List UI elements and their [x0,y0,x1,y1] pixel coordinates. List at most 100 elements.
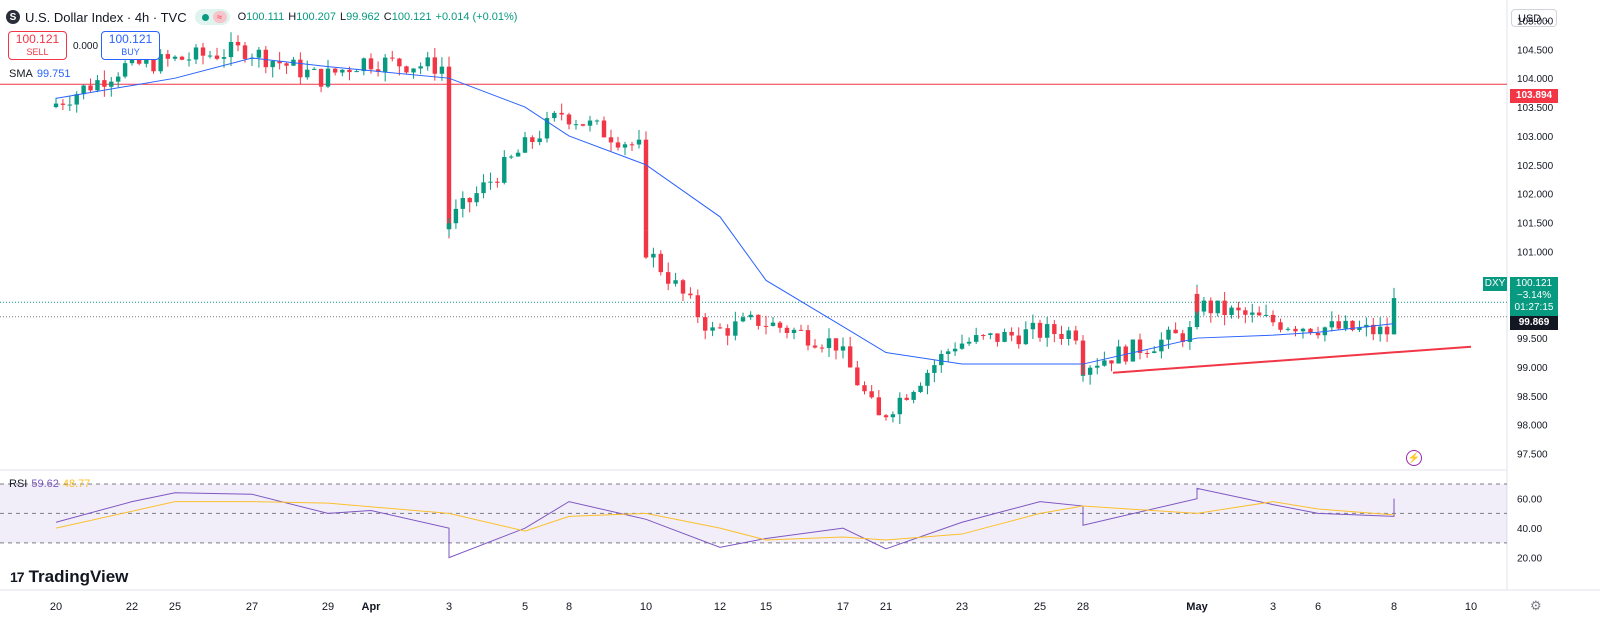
candle-body [643,230,649,258]
symbol-logo-icon[interactable]: S [6,10,20,24]
candle-body [1350,320,1355,331]
candle-body [1315,333,1321,336]
candle-body [608,137,614,143]
currency-select[interactable]: USD ⌄ [1511,9,1557,27]
candle-body [1144,352,1150,354]
candle-body [1180,333,1185,342]
candle-body [904,397,909,400]
candle-body [102,80,107,87]
hline-price-tag[interactable]: 103.894 [1510,89,1558,103]
candle-body [1243,310,1248,315]
crosshair-price-tag: 99.869 [1510,316,1558,330]
candle-body [1250,312,1255,315]
trendline [1112,345,1472,374]
buy-button[interactable]: 100.121 BUY [101,31,160,60]
candle-body [474,193,479,203]
lightning-icon[interactable]: ⚡ [1406,450,1422,466]
candle-body [432,57,438,74]
economic-events-icon[interactable]: ≈ [212,11,227,23]
candle-body [60,103,66,105]
candle-body [1116,346,1121,364]
candle-body [748,314,753,318]
candle-body [1384,326,1390,335]
candle-body [666,272,671,284]
candle-body [1194,293,1200,312]
candle-body [601,120,607,138]
rsi-legend[interactable]: RSI 59.62 48.77 [9,478,90,490]
candle-body [368,58,374,70]
candle-body [1152,351,1157,353]
candle-body [658,253,663,273]
candle-body [495,181,500,183]
time-tick-label: 12 [714,601,726,613]
candle-body [1278,322,1283,330]
sma-legend[interactable]: SMA 99.751 [9,68,71,80]
candle-body [446,66,452,230]
candle-body [688,293,693,296]
candle-body [228,41,234,58]
gear-icon[interactable]: ⚙ [1530,598,1542,613]
candle-body [1002,331,1007,342]
candle-body [1343,320,1348,329]
candle-body [1308,328,1313,334]
candle-body [1130,339,1136,362]
candle-body [298,59,303,78]
candle-body [1208,300,1214,314]
price-tick-label: 104.000 [1517,74,1554,85]
candle-body [594,120,600,122]
time-tick-label: 3 [446,601,452,613]
candle-body [740,317,746,322]
candle-body [122,63,128,77]
candle-body [1080,374,1086,376]
candle-body [158,54,163,72]
price-tick-label: 101.500 [1517,219,1554,230]
candle-body [508,156,514,158]
candle-body [1270,314,1276,323]
candle-body [1109,360,1114,364]
time-tick-label: 17 [837,601,849,613]
candle-body [1016,335,1021,345]
chart-header: S U.S. Dollar Index · 4h · TVC ≈ O100.11… [6,9,517,25]
candle-body [425,57,430,67]
candle-body [515,152,521,157]
candle-body [74,94,79,105]
candle-body [439,66,445,74]
change-value: +0.014 (+0.01%) [435,11,518,23]
candle-body [1173,329,1178,334]
time-tick-label: 25 [169,601,181,613]
currency-value: USD [1518,13,1542,25]
candle-body [544,118,550,139]
candle-body [673,280,678,284]
candle-body [1300,328,1306,332]
candle-body [81,85,86,95]
candle-body [502,156,507,183]
candle-body [945,351,951,355]
candle-body [109,81,114,87]
candle-body [770,322,776,326]
candle-body [311,68,317,70]
candle-body [1377,326,1383,335]
sell-price: 100.121 [15,32,60,46]
time-tick-label: 10 [640,601,652,613]
candle-body [481,182,486,194]
candle-body [615,142,621,148]
rsi-value: 59.62 [31,478,59,490]
candle-body [88,85,93,91]
candle-body [530,137,535,143]
candle-body [1222,300,1227,316]
rsi-tick-label: 60.00 [1517,495,1542,506]
market-status[interactable]: ≈ [194,9,230,25]
candle-body [460,197,466,209]
candle-body [1293,328,1298,332]
price-tick-label: 97.500 [1517,450,1548,461]
candle-body [95,80,100,91]
candle-body [862,385,867,392]
sell-button[interactable]: 100.121 SELL [8,31,67,60]
candle-body [332,68,338,73]
candle-body [1371,324,1376,335]
candle-body [1102,360,1107,366]
candle-body [890,414,896,418]
symbol-title[interactable]: U.S. Dollar Index · 4h · TVC [25,9,187,25]
tradingview-logo[interactable]: 17 TradingView [10,567,128,587]
